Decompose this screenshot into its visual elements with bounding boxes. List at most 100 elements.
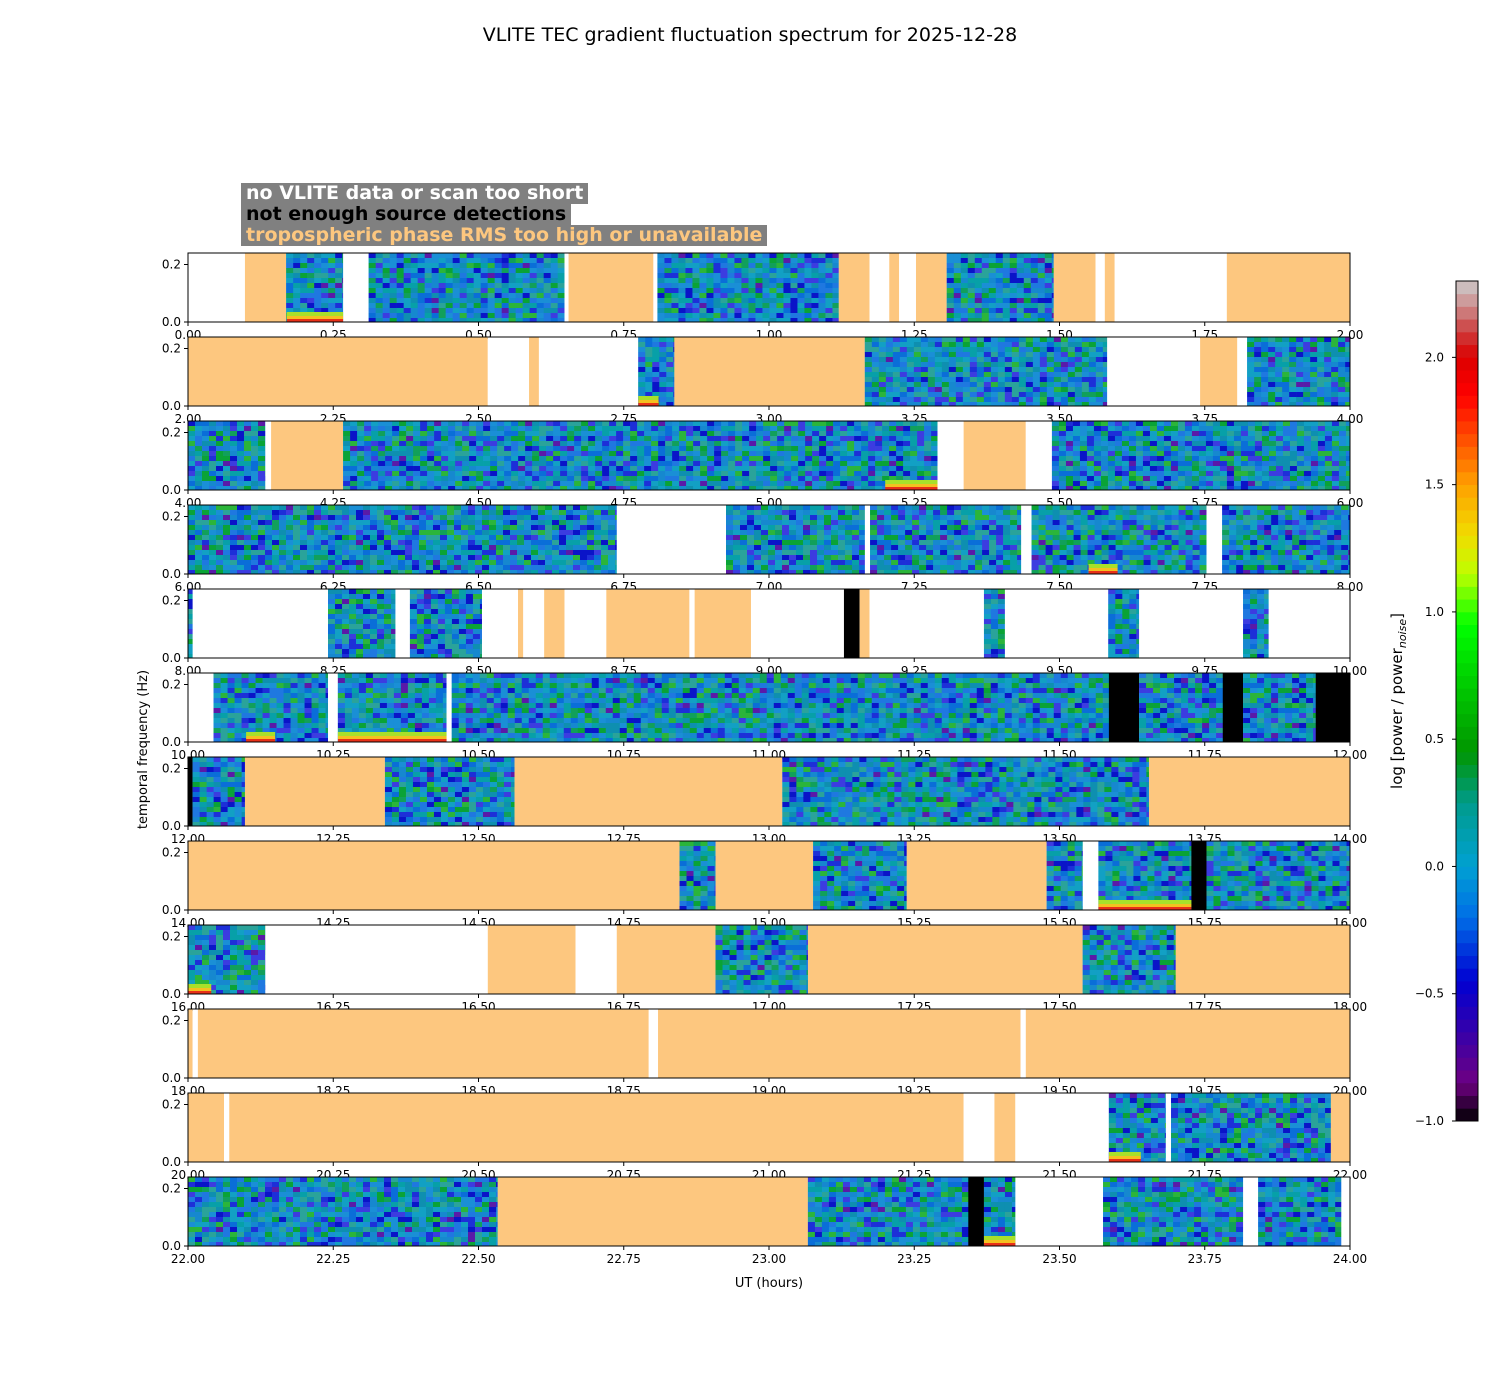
high-power-band	[1098, 907, 1192, 910]
colorbar-swatch	[1456, 535, 1478, 549]
tropo-rms-segment	[188, 1009, 193, 1078]
tropo-rms-segment	[188, 1093, 225, 1162]
no-data-segment	[1237, 337, 1248, 406]
colorbar-tick-label: 0.5	[1425, 732, 1444, 746]
tropo-rms-segment	[1226, 253, 1350, 322]
x-axis-label: UT (hours)	[735, 1276, 803, 1291]
tropo-rms-segment	[1330, 1093, 1350, 1162]
tropo-rms-segment	[906, 841, 1047, 910]
no-data-segment	[343, 253, 369, 322]
high-power-band	[337, 736, 447, 739]
high-power-band	[286, 312, 344, 316]
tropo-rms-segment	[963, 421, 1026, 490]
no-data-segment	[564, 253, 569, 322]
high-power-band	[337, 732, 447, 736]
spectrum-segment	[1243, 589, 1269, 658]
colorbar-tick-label: −1.0	[1415, 1114, 1444, 1128]
y-tick-label: 0.2	[162, 1098, 181, 1112]
no-detections-segment	[1108, 673, 1140, 742]
spectrum-panel: 0.00.220.00 20.25 20.50 20.75 21.00 21.25 21.5…	[162, 1092, 1367, 1182]
colorbar-swatch	[1456, 395, 1478, 409]
spectrum-panel: 0.00.22.00 2.25 2.50 2.75 3.00 3.25 3.50 3.75 4.…	[162, 336, 1363, 426]
y-tick-label: 0.0	[162, 987, 181, 1001]
high-power-band	[1088, 568, 1118, 571]
spectrum-segment	[286, 253, 344, 322]
spectrum-segment	[657, 253, 839, 322]
spectrum-segment	[715, 925, 809, 994]
no-data-segment	[648, 1009, 659, 1078]
colorbar-swatch	[1456, 497, 1478, 511]
colorbar-swatch	[1456, 484, 1478, 498]
colorbar-swatch	[1456, 382, 1478, 396]
y-tick-label: 0.0	[162, 567, 181, 581]
colorbar-tick-label: 0.0	[1425, 859, 1444, 873]
colorbar-swatch	[1456, 866, 1478, 880]
legend-entry-no-data: no VLITE data or scan too short	[241, 183, 589, 204]
high-power-band	[286, 316, 344, 319]
colorbar-swatch	[1456, 993, 1478, 1007]
colorbar-tick-label: 1.5	[1425, 478, 1444, 492]
colorbar-swatch	[1456, 688, 1478, 702]
colorbar-swatch	[1456, 293, 1478, 307]
colorbar-swatch	[1456, 599, 1478, 613]
colorbar-swatch	[1456, 790, 1478, 804]
no-data-segment	[265, 421, 272, 490]
colorbar-tick-label: 2.0	[1425, 350, 1444, 364]
spectrum-segment	[1139, 673, 1223, 742]
spectrum-segment	[983, 589, 1006, 658]
colorbar-swatch	[1456, 713, 1478, 727]
spectrum-segment	[384, 757, 515, 826]
spectrum-panel: 0.00.214.00 14.25 14.50 14.75 15.00 15.25 15.5…	[162, 840, 1367, 930]
legend-entry-not-enough-detections: not enough source detections	[241, 204, 572, 225]
no-data-segment	[188, 253, 245, 322]
high-power-band	[1108, 1159, 1141, 1162]
no-data-segment	[1268, 589, 1350, 658]
high-power-band	[638, 396, 659, 400]
colorbar-swatch	[1456, 408, 1478, 422]
no-data-segment	[538, 337, 639, 406]
tropo-rms-segment	[889, 253, 900, 322]
spectrum-panel: 0.00.218.00 18.25 18.50 18.75 19.00 19.25 19.5…	[162, 1008, 1367, 1098]
no-data-segment	[937, 421, 964, 490]
no-data-segment	[1082, 841, 1099, 910]
colorbar-swatch	[1456, 306, 1478, 320]
x-tick-label: 23.00	[752, 1252, 786, 1266]
colorbar-swatch	[1456, 624, 1478, 638]
spectrum-segment	[1247, 337, 1350, 406]
spectrum-segment	[726, 505, 866, 574]
colorbar-swatch	[1456, 370, 1478, 384]
y-tick-label: 0.0	[162, 399, 181, 413]
y-tick-label: 0.2	[162, 678, 181, 692]
x-tick-label: 23.75	[1188, 1252, 1222, 1266]
spectrum-segment	[188, 589, 193, 658]
no-data-segment	[224, 1093, 230, 1162]
colorbar-swatch	[1456, 828, 1478, 842]
colorbar-swatch	[1456, 611, 1478, 626]
y-tick-label: 0.0	[162, 735, 181, 749]
high-power-band	[983, 1243, 1016, 1246]
tropo-rms-segment	[694, 589, 751, 658]
x-tick-label: 22.75	[607, 1252, 641, 1266]
high-power-band	[1098, 900, 1192, 904]
x-tick-label: 23.50	[1042, 1252, 1076, 1266]
spectrum-segment	[679, 841, 716, 910]
x-tick-label: 22.50	[461, 1252, 495, 1266]
tropo-rms-segment	[1148, 757, 1350, 826]
spectrum-segment	[188, 1177, 498, 1246]
no-data-segment	[1020, 1009, 1026, 1078]
no-data-segment	[1107, 337, 1201, 406]
no-data-segment	[1341, 1177, 1350, 1246]
colorbar-swatch	[1456, 726, 1478, 740]
y-tick-label: 0.2	[162, 258, 181, 272]
tropo-rms-segment	[606, 589, 690, 658]
tropo-rms-segment	[616, 925, 716, 994]
spectrum-segment	[813, 841, 907, 910]
tropo-rms-segment	[229, 1093, 964, 1162]
tropo-rms-segment	[1053, 253, 1096, 322]
no-data-segment	[616, 505, 727, 574]
y-tick-label: 0.2	[162, 426, 181, 440]
colorbar-swatch	[1456, 510, 1478, 524]
high-power-band	[885, 487, 938, 490]
colorbar-swatch	[1456, 891, 1478, 906]
spectrum-segment	[1103, 1177, 1244, 1246]
